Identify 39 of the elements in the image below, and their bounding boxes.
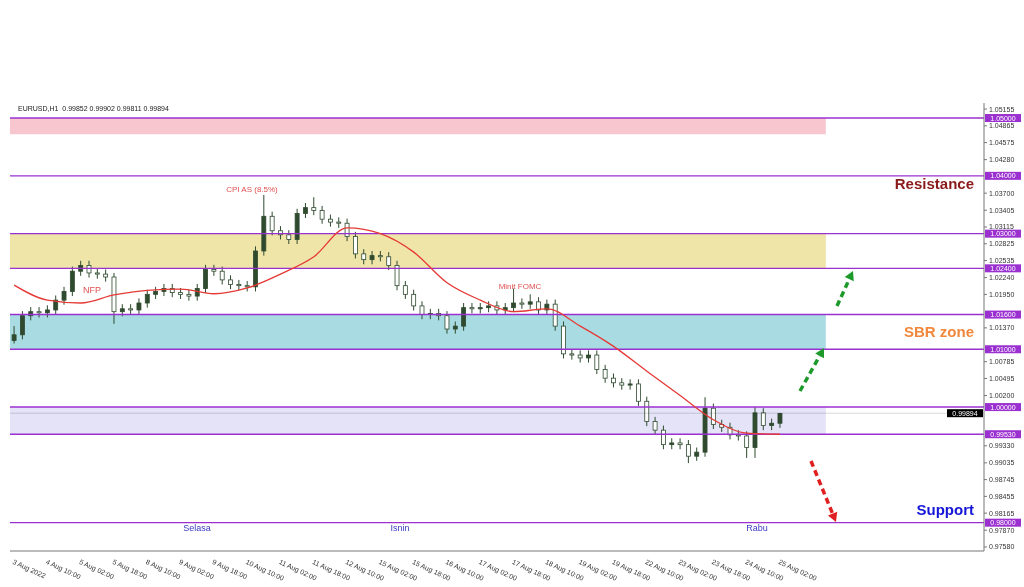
candlestick [461, 302, 467, 332]
candlestick [394, 260, 400, 291]
candlestick [685, 439, 691, 464]
candlestick [53, 295, 59, 316]
candlestick [20, 310, 25, 340]
candlestick [36, 306, 42, 318]
candlestick [511, 288, 516, 313]
candlestick [86, 260, 92, 279]
annotation: SBR zone [903, 323, 974, 341]
candlestick [11, 325, 17, 344]
candlestick [469, 302, 475, 314]
candlestick [411, 289, 417, 312]
candlestick [211, 264, 217, 277]
candlestick [710, 403, 716, 430]
annotation: Selasa [183, 523, 211, 534]
candlestick [186, 289, 192, 302]
candlestick [236, 279, 242, 291]
candlestick [69, 266, 75, 297]
annotation: Rabu [746, 523, 768, 534]
candlestick [369, 250, 375, 265]
candlestick [636, 378, 641, 407]
candlestick [519, 297, 525, 310]
candlestick [353, 231, 358, 259]
candlestick [677, 437, 683, 450]
annotation: Isnin [390, 523, 410, 534]
annotation: NFP [83, 285, 101, 296]
annotation: Support [916, 501, 974, 519]
candlestick [269, 211, 275, 236]
candlestick [760, 407, 766, 431]
candlestick [203, 264, 208, 294]
candlestick [594, 349, 600, 375]
candlestick [444, 310, 450, 335]
candlestick [552, 299, 558, 332]
candlestick [627, 378, 633, 391]
annotation: Minit FOMC [498, 282, 542, 292]
annotation: Resistance [894, 175, 974, 193]
annotation: CPI AS (8.5%) [226, 185, 278, 195]
candlestick [644, 396, 650, 427]
candlestick [744, 430, 750, 459]
